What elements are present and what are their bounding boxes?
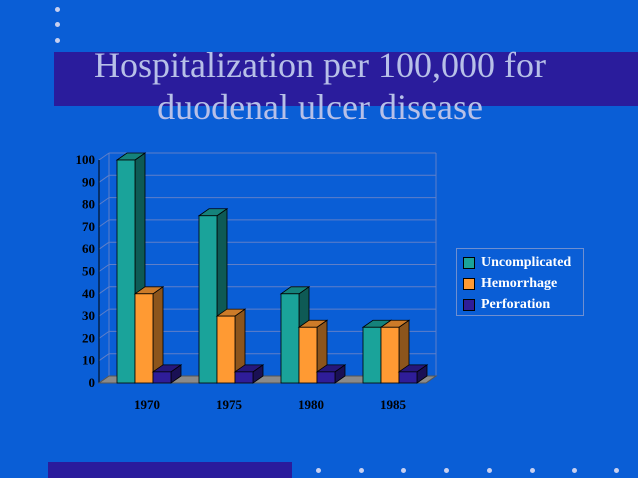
slide-title: Hospitalization per 100,000 for duodenal… xyxy=(40,44,600,128)
legend-item-perforation: Perforation xyxy=(463,294,583,315)
slide-title-line2: duodenal ulcer disease xyxy=(157,87,483,127)
gridline-side xyxy=(98,197,110,206)
legend-item-hemorrhage: Hemorrhage xyxy=(463,273,583,294)
bar xyxy=(316,371,336,384)
bar xyxy=(298,326,318,384)
gridline-side xyxy=(98,353,110,362)
gridline-side xyxy=(98,264,110,272)
y-tick-label: 60 xyxy=(82,241,95,256)
y-tick-label: 90 xyxy=(82,174,95,189)
y-tick-label: 40 xyxy=(82,286,95,301)
x-tick-label: 1970 xyxy=(134,397,160,412)
bar xyxy=(380,326,400,384)
slide-title-line1: Hospitalization per 100,000 for xyxy=(94,45,546,85)
bar xyxy=(134,293,154,384)
x-tick-label: 1975 xyxy=(216,397,243,412)
gridline-side xyxy=(98,241,110,250)
bar xyxy=(234,371,254,384)
y-tick-label: 50 xyxy=(82,264,95,279)
legend-label-hemorrhage: Hemorrhage xyxy=(481,275,558,291)
gridline-side xyxy=(98,330,110,339)
y-tick-label: 20 xyxy=(82,330,95,345)
y-tick-label: 0 xyxy=(89,375,96,390)
bar xyxy=(280,293,300,384)
y-tick-label: 70 xyxy=(82,219,95,234)
gridline-side xyxy=(98,308,110,317)
y-tick-label: 100 xyxy=(76,152,96,167)
legend-swatch-uncomplicated xyxy=(463,256,475,269)
bar xyxy=(152,371,172,384)
legend-label-perforation: Perforation xyxy=(481,296,551,312)
x-tick-label: 1985 xyxy=(380,397,407,412)
bar xyxy=(398,371,418,384)
bar xyxy=(198,215,218,384)
legend-swatch-perforation xyxy=(463,298,475,311)
legend-item-uncomplicated: Uncomplicated xyxy=(463,252,583,273)
gridline-side xyxy=(98,152,110,161)
y-tick-label: 80 xyxy=(82,197,95,212)
x-tick-label: 1980 xyxy=(298,397,324,412)
bar xyxy=(216,315,236,384)
gridline-side xyxy=(98,219,110,228)
legend-swatch-hemorrhage xyxy=(463,277,475,290)
y-tick-label: 10 xyxy=(82,353,95,368)
gridline-side xyxy=(98,174,110,183)
y-tick-label: 30 xyxy=(82,308,95,323)
legend-label-uncomplicated: Uncomplicated xyxy=(481,254,572,270)
chart-legend: Uncomplicated Hemorrhage Perforation xyxy=(456,248,584,316)
title-band xyxy=(54,52,638,106)
bar xyxy=(362,326,382,384)
footer-band xyxy=(48,462,292,478)
gridline-side xyxy=(98,286,110,295)
bar xyxy=(116,159,136,384)
